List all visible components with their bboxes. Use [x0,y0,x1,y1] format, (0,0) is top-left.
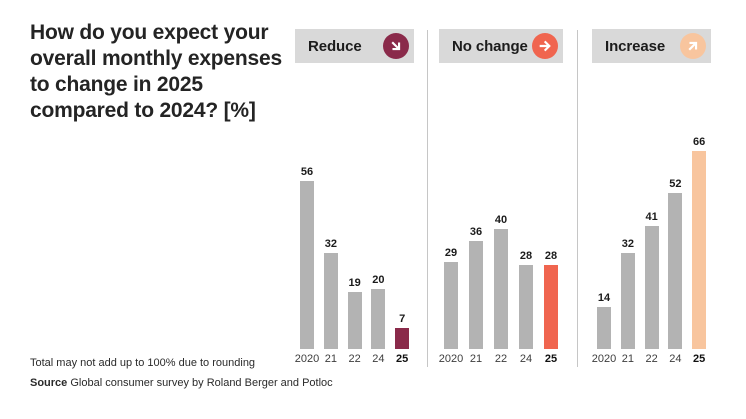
arrow-down-right-icon [383,33,409,59]
bar-column: 14 2020 [592,292,616,366]
year-label: 24 [372,353,385,365]
footnote-rounding: Total may not add up to 100% due to roun… [30,357,256,369]
bar-value-label: 41 [645,211,658,223]
panel-label-increase: Increase [605,37,666,55]
year-label: 21 [324,353,337,365]
arrow-right-icon [532,33,558,59]
bar-column: 32 21 [319,238,343,366]
arrow-up-right-icon [680,33,706,59]
bar-value-label: 20 [372,274,385,286]
bar [644,226,659,349]
bar-column: 36 21 [464,226,488,366]
year-label: 2020 [438,353,464,365]
panel-header-reduce: Reduce [295,29,414,63]
bar [544,265,558,349]
bar-column: 40 22 [489,214,513,366]
bar-value-label: 32 [621,238,634,250]
bar-column: 32 21 [616,238,640,366]
bar [692,151,707,349]
bar-group-reduce: 56 2020 32 21 19 22 20 24 7 25 [295,66,414,366]
bar-value-label: 36 [469,226,483,238]
bar-value-label: 28 [544,250,558,262]
bar-column: 52 24 [664,178,688,366]
chart-title: How do you expect your overall monthly e… [30,21,282,123]
year-label: 25 [544,353,558,365]
bar [620,253,635,349]
year-label: 22 [348,353,361,365]
bar-column: 56 2020 [295,166,319,366]
bar-value-label: 28 [519,250,533,262]
bar [395,328,410,349]
bar-value-label: 40 [494,214,508,226]
panel-label-no-change: No change [452,37,528,55]
bar-column: 66 25 [687,136,711,366]
bar [347,292,362,349]
bar [444,262,458,349]
bar-column: 20 24 [367,274,391,366]
panel-divider [577,30,578,367]
year-label: 22 [494,353,508,365]
bar [668,193,683,349]
bar [300,181,314,349]
panel-divider [427,30,428,367]
year-label: 2020 [294,353,320,365]
bar-column: 28 24 [514,250,538,366]
year-label: 21 [469,353,483,365]
year-label: 22 [645,353,658,365]
panel-header-increase: Increase [592,29,711,63]
bar-value-label: 19 [348,277,361,289]
bar-value-label: 56 [300,166,314,178]
bar [371,289,386,349]
footnote-source: Source Global consumer survey by Roland … [30,377,333,389]
year-label: 24 [519,353,533,365]
source-text: Global consumer survey by Roland Berger … [70,377,333,389]
bar-value-label: 52 [669,178,682,190]
bar-column: 29 2020 [439,247,463,366]
year-label: 21 [621,353,634,365]
bar-column: 7 25 [390,313,414,366]
year-label: 2020 [591,353,617,365]
year-label: 25 [396,353,409,365]
bar-group-increase: 14 2020 32 21 41 22 52 24 66 25 [592,66,711,366]
source-label: Source [30,377,71,389]
bar-column: 41 22 [640,211,664,366]
bar-value-label: 7 [399,313,406,325]
bar [494,229,508,349]
bar-column: 19 22 [343,277,367,366]
year-label: 25 [693,353,706,365]
bar-value-label: 32 [324,238,337,250]
year-label: 24 [669,353,682,365]
bar [323,253,338,349]
bar-column: 28 25 [539,250,563,366]
bar-value-label: 29 [444,247,458,259]
panel-label-reduce: Reduce [308,37,362,55]
bar [597,307,611,349]
bar-value-label: 66 [693,136,706,148]
bar [519,265,533,349]
panel-header-no-change: No change [439,29,563,63]
bar-value-label: 14 [597,292,611,304]
bar [469,241,483,349]
bar-group-no-change: 29 2020 36 21 40 22 28 24 28 25 [439,66,563,366]
